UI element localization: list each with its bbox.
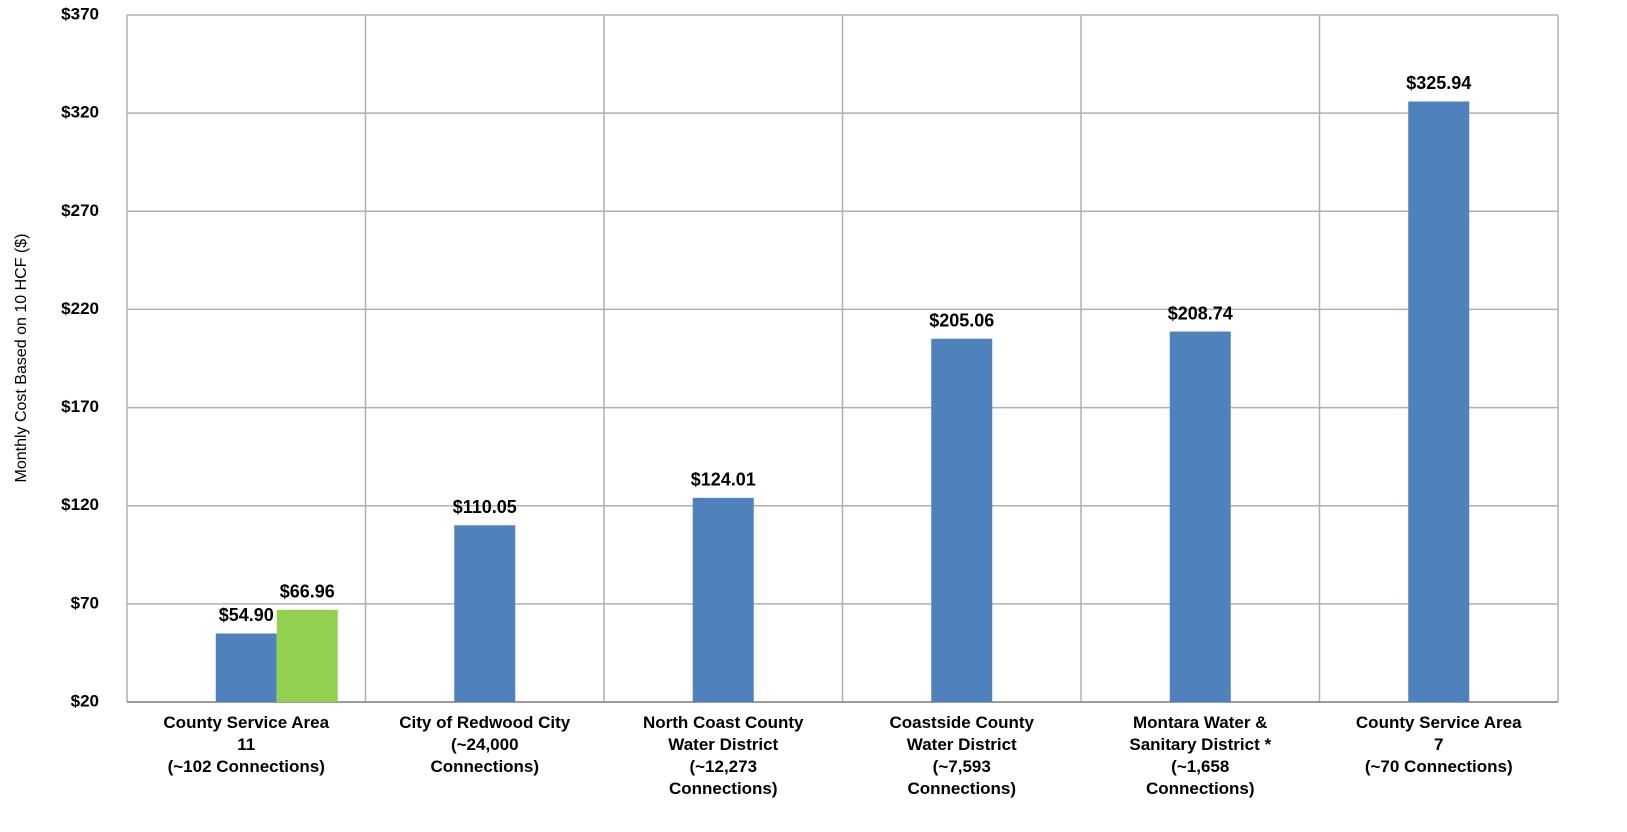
y-tick-label: $20	[71, 691, 99, 710]
data-label: $66.96	[280, 582, 335, 602]
bar	[276, 609, 338, 702]
y-tick-label: $320	[61, 103, 99, 122]
data-label: $124.01	[691, 470, 756, 490]
bar	[454, 525, 516, 702]
bar	[1169, 331, 1231, 702]
x-tick-label: North Coast County Water District (~12,273…	[643, 713, 804, 798]
x-tick-label: City of Redwood City (~24,000 Connections)	[399, 713, 570, 776]
y-tick-label: $170	[61, 397, 99, 416]
y-tick-label: $120	[61, 495, 99, 514]
bar	[1408, 101, 1470, 703]
bar	[931, 338, 993, 702]
data-label: $110.05	[453, 497, 517, 517]
data-label: $325.94	[1406, 73, 1471, 93]
y-tick-label: $270	[61, 201, 99, 220]
x-tick-label: Montara Water & Sanitary District * (~1,65…	[1129, 713, 1271, 798]
data-label: $208.74	[1168, 303, 1233, 323]
y-tick-label: $220	[61, 299, 99, 318]
data-label: $205.06	[929, 311, 994, 331]
y-axis-label: Monthly Cost Based on 10 HCF ($)	[13, 234, 30, 483]
x-tick-label: Coastside County Water District (~7,593 Con…	[889, 713, 1034, 798]
x-tick-label: County Service Area 11 (~102 Connections)	[163, 713, 329, 776]
y-tick-label: $70	[71, 593, 99, 612]
bar	[215, 633, 277, 702]
x-tick-label: County Service Area 7 (~70 Connections)	[1356, 713, 1522, 776]
data-label: $54.90	[219, 605, 274, 625]
bar	[692, 497, 754, 702]
y-tick-label: $370	[61, 4, 99, 23]
